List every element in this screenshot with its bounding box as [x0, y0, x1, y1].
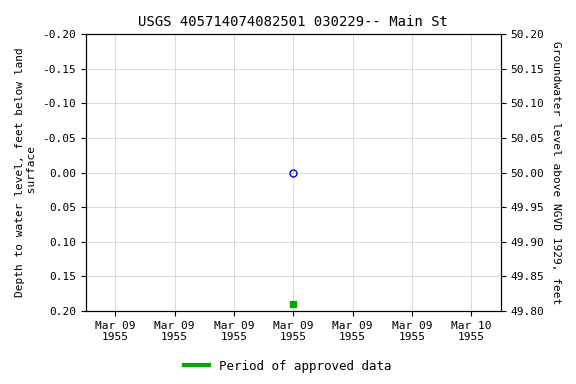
Y-axis label: Groundwater level above NGVD 1929, feet: Groundwater level above NGVD 1929, feet: [551, 41, 561, 304]
Y-axis label: Depth to water level, feet below land
 surface: Depth to water level, feet below land su…: [15, 48, 37, 298]
Title: USGS 405714074082501 030229-- Main St: USGS 405714074082501 030229-- Main St: [138, 15, 448, 29]
Legend: Period of approved data: Period of approved data: [179, 355, 397, 378]
